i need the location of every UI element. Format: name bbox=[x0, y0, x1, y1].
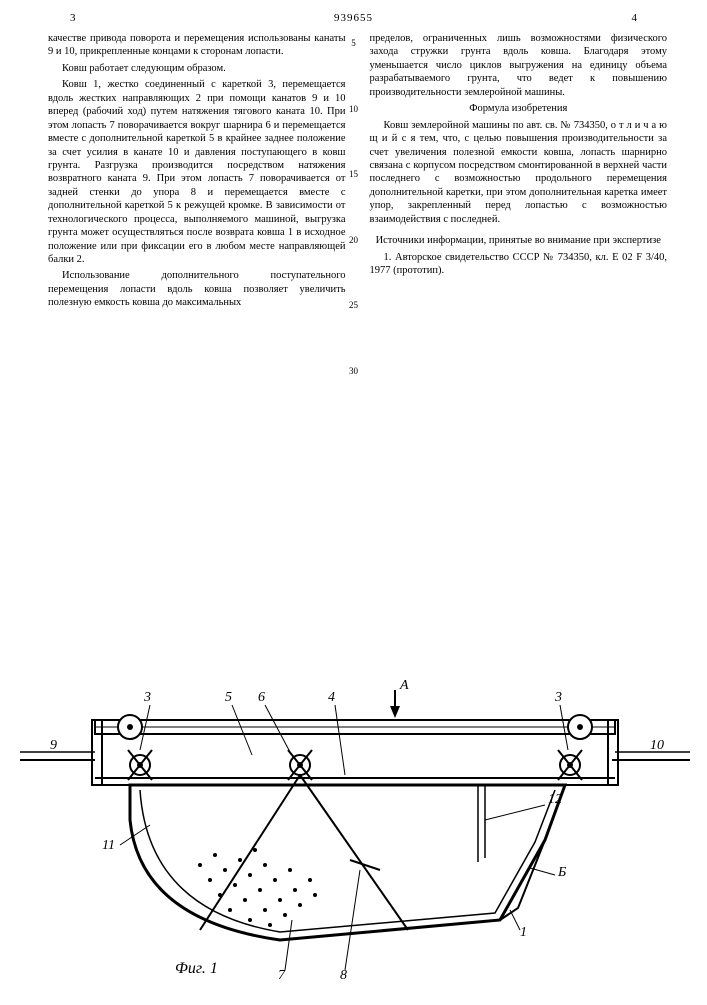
fig-label-A: А bbox=[400, 678, 409, 694]
fig-label-10: 10 bbox=[650, 738, 664, 754]
line-marker: 15 bbox=[345, 169, 363, 181]
fig-label-3b: 3 bbox=[555, 690, 562, 706]
para: 1. Авторское свидетельство СССР № 734350… bbox=[370, 251, 668, 278]
para: Ковш работает следующим образом. bbox=[48, 62, 346, 75]
fig-label-7: 7 bbox=[278, 968, 285, 984]
figure-1: 3 5 6 4 А 3 9 10 11 7 8 1 12 Б Фиг. 1 bbox=[0, 620, 707, 1000]
fig-label-5: 5 bbox=[225, 690, 232, 706]
page-num-left: 3 bbox=[70, 12, 110, 24]
para: Ковш землеройной машины по авт. св. № 73… bbox=[370, 119, 668, 227]
fig-caption: Фиг. 1 bbox=[175, 960, 218, 978]
line-marker: 5 bbox=[345, 38, 363, 50]
line-number-gutter: 5 10 15 20 25 30 bbox=[345, 38, 363, 431]
page-num-right: 4 bbox=[597, 12, 637, 24]
fig-label-8: 8 bbox=[340, 968, 347, 984]
fig-label-B: Б bbox=[558, 865, 566, 881]
figure-svg bbox=[0, 620, 707, 1000]
fig-label-6: 6 bbox=[258, 690, 265, 706]
fig-label-1: 1 bbox=[520, 925, 527, 941]
carriage-right bbox=[558, 750, 582, 780]
formula-title: Формула изобретения bbox=[370, 102, 668, 115]
sources-title: Источники информации, принятые во вниман… bbox=[370, 234, 668, 247]
para: Использование дополнительного поступател… bbox=[48, 269, 346, 309]
fig-label-3: 3 bbox=[144, 690, 151, 706]
para: Ковш 1, жестко соединенный с кареткой 3,… bbox=[48, 78, 346, 266]
fig-label-11: 11 bbox=[102, 838, 115, 854]
para: пределов, ограниченных лишь возможностям… bbox=[370, 32, 668, 99]
fig-label-9: 9 bbox=[50, 738, 57, 754]
column-left: качестве привода поворота и перемещения … bbox=[48, 32, 346, 313]
line-marker: 20 bbox=[345, 235, 363, 247]
para: качестве привода поворота и перемещения … bbox=[48, 32, 346, 59]
hatch-dots bbox=[198, 848, 317, 927]
page: 3 939655 4 5 10 15 20 25 30 качестве при… bbox=[0, 0, 707, 1000]
fig-label-12: 12 bbox=[548, 792, 562, 808]
line-marker: 30 bbox=[345, 366, 363, 378]
column-right: пределов, ограниченных лишь возможностям… bbox=[370, 32, 668, 313]
page-header: 3 939655 4 bbox=[0, 0, 707, 28]
line-marker: 10 bbox=[345, 104, 363, 116]
line-marker: 25 bbox=[345, 300, 363, 312]
fig-label-4: 4 bbox=[328, 690, 335, 706]
carriage-left bbox=[128, 750, 152, 780]
doc-number: 939655 bbox=[110, 12, 597, 24]
